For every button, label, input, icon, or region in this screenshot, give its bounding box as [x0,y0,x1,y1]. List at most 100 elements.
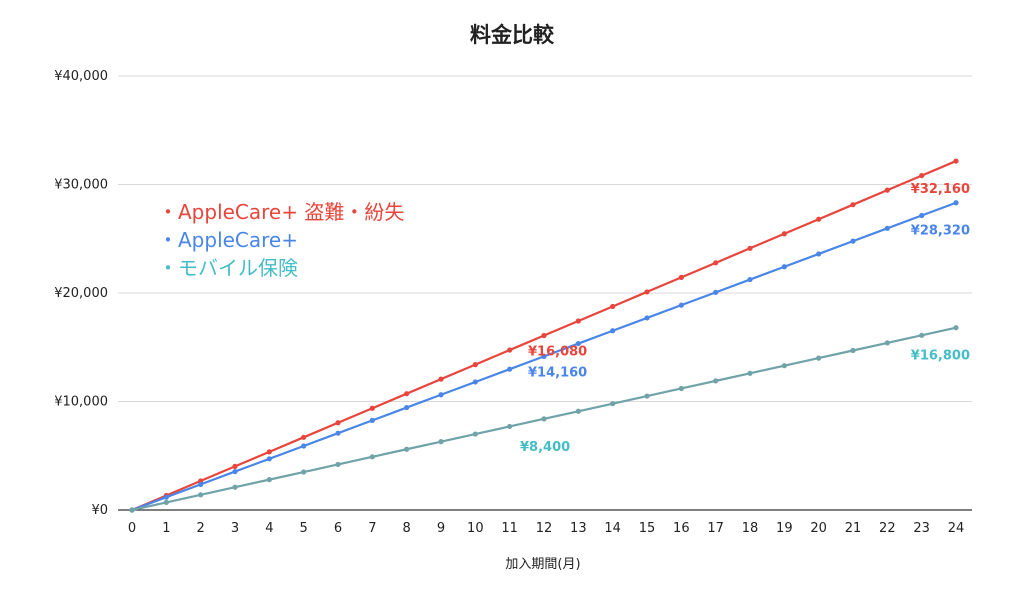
data-point [919,212,925,219]
y-tick-label: ¥0 [91,503,108,518]
x-axis: 0 1 2 3 4 5 6 7 8 9 10 11 12 13 14 15 16 17 18 19 20 21 22 23 24 [128,521,964,536]
data-point [713,260,719,266]
legend: ・AppleCare+ 盗難・紛失・AppleCare+ ・モバイル保険 [158,200,404,280]
data-point [163,499,169,506]
series-group [129,158,959,513]
y-tick-label: ¥20,000 [54,286,108,301]
data-point [919,332,925,338]
data-point [541,332,547,339]
data-point [816,216,822,222]
x-tick-label: 13 [570,521,587,536]
data-point [369,454,375,460]
data-point [404,391,410,397]
data-point [816,251,822,257]
x-tick-label: 2 [197,521,205,536]
data-point [850,347,856,354]
x-tick-label: 19 [776,521,793,536]
x-tick-label: 11 [501,521,518,536]
data-point [129,507,135,513]
x-tick-label: 21 [845,521,862,536]
data-point [575,408,581,414]
data-point [232,463,238,469]
x-tick-label: 14 [604,521,621,536]
data-point [884,187,890,193]
data-labels: ¥16,080 ¥32,160 ¥14,160 ¥28,320 ¥8,400 ¥16,80… [520,182,970,455]
data-point [781,363,787,369]
data-label: ¥32,160 [911,182,970,197]
x-tick-label: 1 [162,521,170,536]
data-point [301,443,307,449]
data-point [781,231,787,237]
x-tick-label: 16 [673,521,690,536]
data-point [301,434,307,440]
y-tick-label: ¥40,000 [54,69,108,84]
x-tick-label: 12 [536,521,553,536]
data-point [232,484,238,490]
data-point [232,468,238,475]
data-point [747,370,753,376]
data-point [369,417,375,423]
y-axis: ¥0 ¥10,000 ¥20,000 ¥30,000 ¥40,000 [54,69,108,518]
data-point [850,202,856,208]
data-label: ¥14,160 [528,365,587,380]
x-tick-label: 23 [913,521,930,536]
y-tick-label: ¥30,000 [54,178,108,193]
data-point [335,461,341,468]
data-point [850,238,856,244]
data-point [747,245,753,251]
x-tick-label: 7 [368,521,376,536]
data-label: ¥8,400 [520,440,570,455]
data-point [953,158,959,164]
data-point [472,379,478,385]
x-tick-label: 8 [403,521,411,536]
data-label: ¥16,080 [528,345,587,360]
x-tick-label: 5 [300,521,308,536]
data-point [335,430,341,436]
x-tick-label: 15 [639,521,656,536]
data-point [438,439,444,445]
data-point [610,303,616,310]
data-point [781,264,787,270]
series-1 [129,158,959,513]
data-point [507,366,513,372]
data-point [953,200,959,206]
data-point [438,392,444,398]
x-tick-label: 4 [265,521,273,536]
x-tick-label: 3 [231,521,239,536]
data-point [541,353,547,359]
data-point [507,347,513,353]
data-point [953,325,959,331]
x-tick-label: 6 [334,521,342,536]
data-point [198,492,204,498]
data-point [163,494,169,500]
x-tick-label: 20 [810,521,827,536]
data-point [266,456,272,462]
data-point [472,362,478,368]
data-point [919,173,925,179]
data-point [266,449,272,455]
x-tick-label: 22 [879,521,896,536]
y-tick-label: ¥10,000 [54,395,108,410]
x-axis-label: 加入期間(月) [505,557,580,572]
grid-lines [118,75,972,511]
series-2 [129,200,959,513]
legend-entry-2: ・AppleCare+ [158,228,298,252]
data-point [816,355,822,361]
x-tick-label: 10 [467,521,484,536]
data-point [369,405,375,411]
data-label: ¥16,800 [911,349,970,364]
data-point [575,318,581,324]
data-point [507,423,513,430]
data-point [713,378,719,384]
x-tick-label: 9 [437,521,445,536]
data-point [472,431,478,437]
data-label: ¥28,320 [911,224,970,239]
data-point [335,420,341,426]
data-point [884,225,890,231]
data-point [644,315,650,321]
data-point [884,340,890,346]
x-tick-label: 18 [742,521,759,536]
data-point [266,477,272,483]
data-point [678,385,684,392]
